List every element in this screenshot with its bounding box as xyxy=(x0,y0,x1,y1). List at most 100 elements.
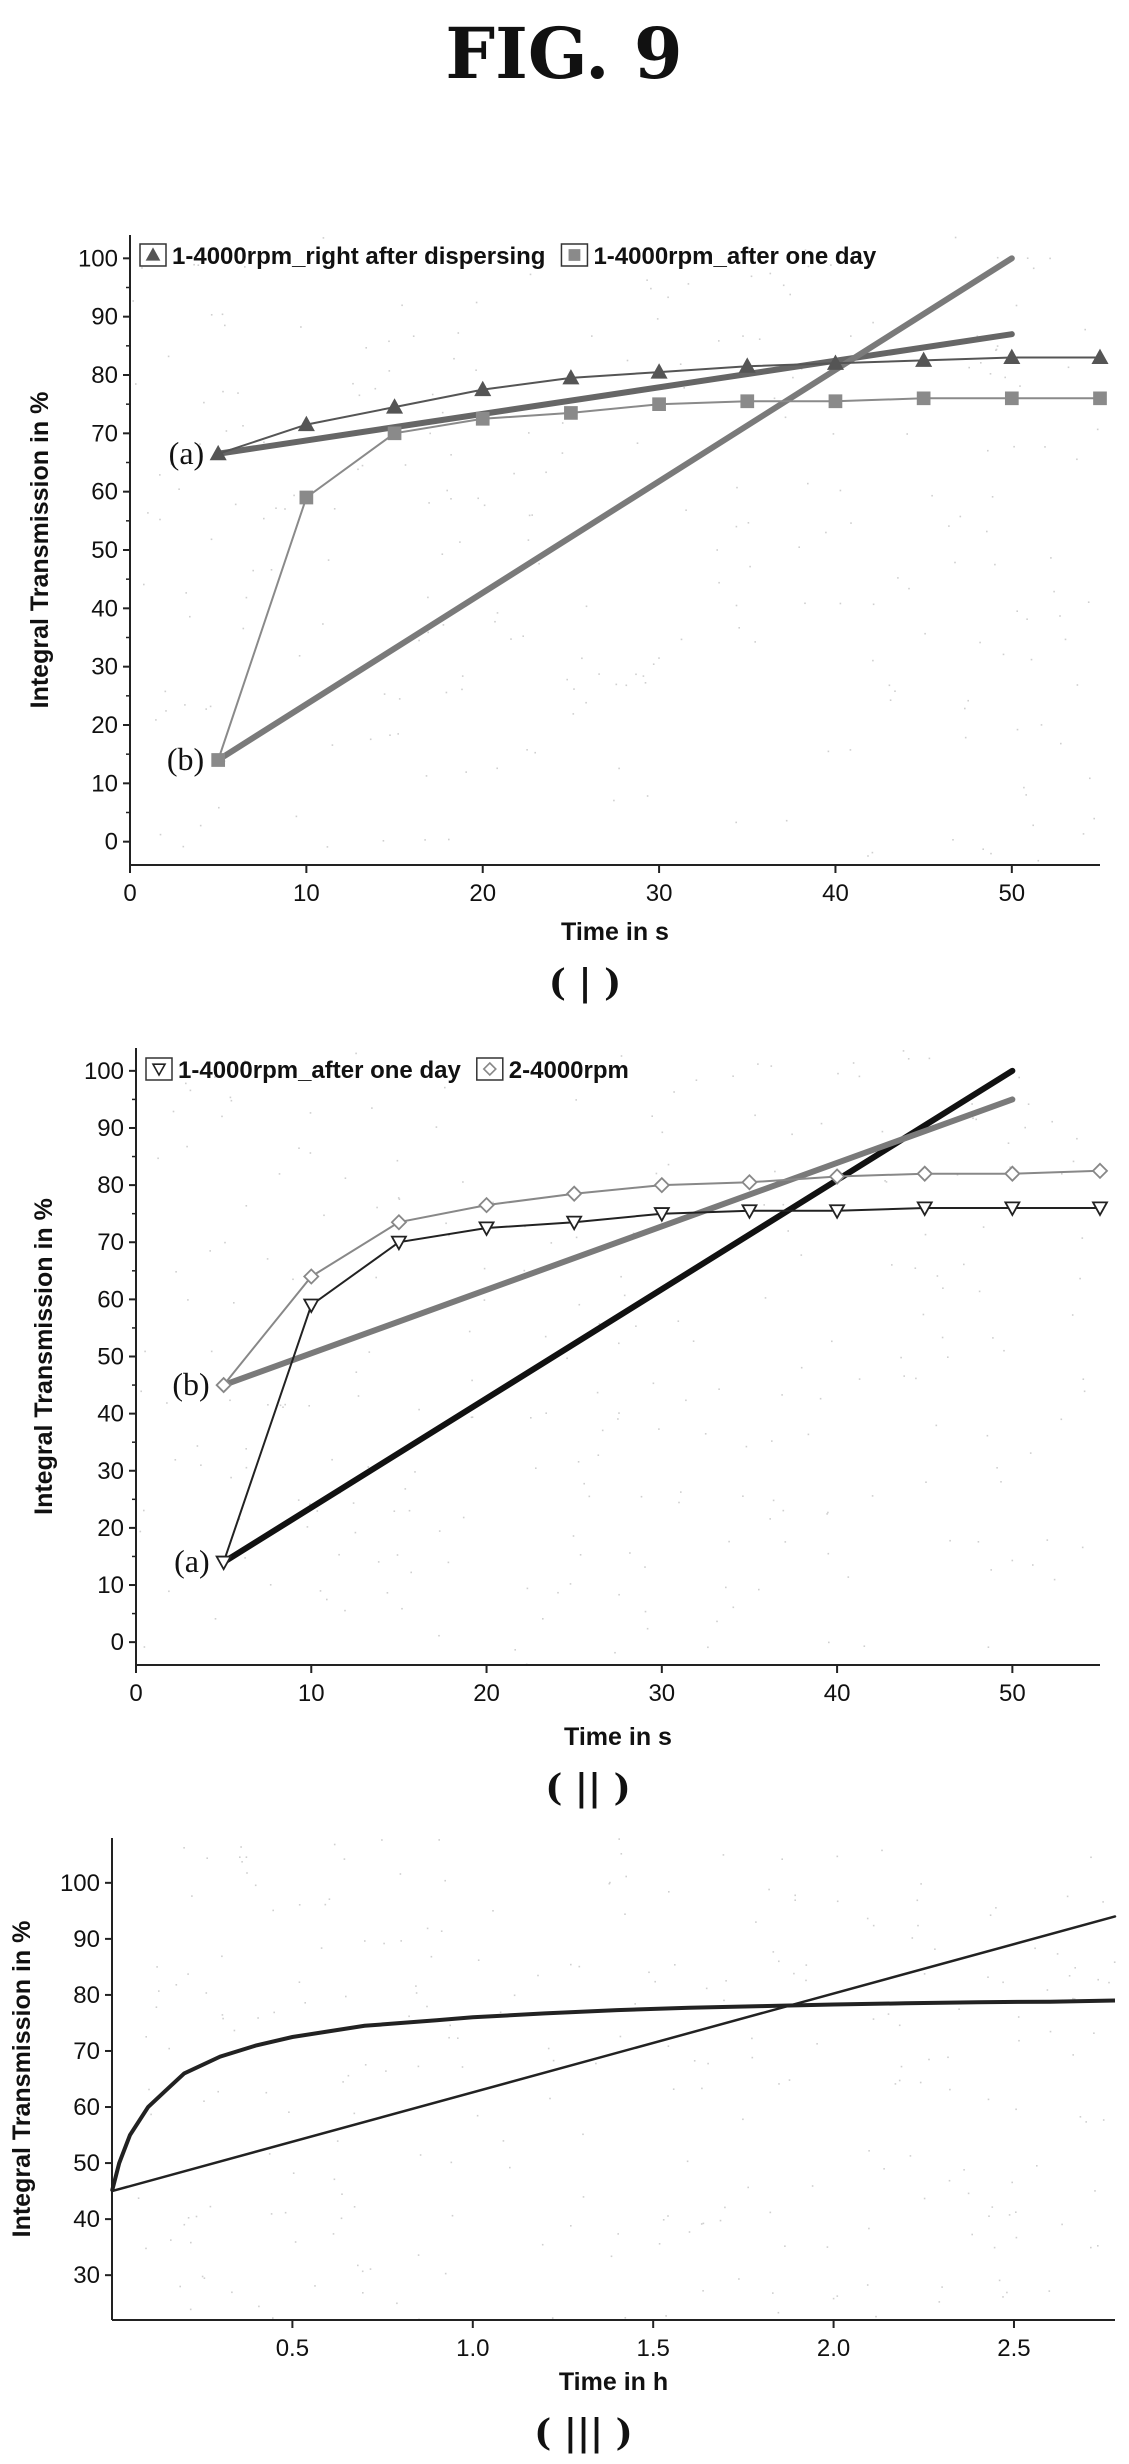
background-speckle xyxy=(648,1971,650,1974)
x-tick-label: 0 xyxy=(123,880,136,907)
data-point xyxy=(390,1213,408,1231)
background-speckle xyxy=(245,1205,248,1207)
y-tick-label: 50 xyxy=(91,537,118,564)
background-speckle xyxy=(159,474,161,476)
background-speckle xyxy=(502,2140,505,2142)
background-speckle xyxy=(764,1297,767,1299)
background-speckle xyxy=(205,1992,208,1994)
background-speckle xyxy=(427,631,429,634)
background-speckle xyxy=(159,833,162,836)
background-speckle xyxy=(839,602,842,605)
background-speckle xyxy=(396,1554,399,1556)
background-speckle xyxy=(412,335,415,337)
x-tick-label: 10 xyxy=(293,880,320,907)
background-speckle xyxy=(541,2243,544,2246)
data-point xyxy=(474,380,492,397)
background-speckle xyxy=(887,2013,890,2015)
background-speckle xyxy=(367,1466,370,1468)
data-point xyxy=(741,1173,758,1191)
background-speckle xyxy=(601,1429,604,1432)
background-speckle xyxy=(183,1847,185,1849)
background-speckle xyxy=(322,623,324,625)
background-speckle xyxy=(292,1278,294,1281)
background-speckle xyxy=(991,496,994,498)
background-speckle xyxy=(341,2193,343,2195)
background-speckle xyxy=(273,2011,275,2014)
background-speckle xyxy=(800,1366,803,1369)
background-speckle xyxy=(357,2264,359,2267)
background-speckle xyxy=(1018,2039,1020,2042)
background-speckle xyxy=(178,488,180,490)
background-speckle xyxy=(758,1588,760,1591)
background-speckle xyxy=(496,612,499,614)
background-speckle xyxy=(995,348,998,351)
background-speckle xyxy=(494,620,496,623)
background-speckle xyxy=(827,1552,830,1555)
y-tick-label: 80 xyxy=(97,1172,124,1199)
data-point xyxy=(387,426,402,441)
series-line-2 xyxy=(222,1169,1101,1386)
background-speckle xyxy=(922,1313,925,1316)
background-speckle xyxy=(1034,1947,1036,1950)
background-speckle xyxy=(397,733,399,735)
background-speckle xyxy=(718,340,720,342)
background-speckle xyxy=(738,627,740,629)
background-speckle xyxy=(754,641,756,643)
background-speckle xyxy=(275,507,277,509)
background-speckle xyxy=(297,1499,300,1501)
background-speckle xyxy=(662,2219,665,2221)
background-speckle xyxy=(826,1513,828,1515)
background-speckle xyxy=(523,1269,526,1272)
background-speckle xyxy=(206,1857,208,1859)
background-speckle xyxy=(225,430,228,432)
background-speckle xyxy=(995,1907,997,1909)
background-speckle xyxy=(1011,1559,1014,1562)
legend: 1-4000rpm_after one day 2-4000rpm xyxy=(145,1057,629,1084)
background-speckle xyxy=(1013,445,1015,448)
background-speckle xyxy=(1068,1975,1071,1977)
background-speckle xyxy=(1015,304,1018,307)
background-speckle xyxy=(610,2255,613,2258)
background-speckle xyxy=(1037,859,1040,862)
background-speckle xyxy=(492,1201,494,1204)
data-point xyxy=(738,357,756,373)
background-speckle xyxy=(646,279,648,281)
background-speckle xyxy=(361,464,364,467)
background-speckle xyxy=(425,775,428,777)
background-speckle xyxy=(788,2079,791,2081)
background-speckle xyxy=(542,1618,544,1620)
background-speckle xyxy=(971,2233,973,2236)
series-line-1 xyxy=(222,1207,1100,1563)
background-speckle xyxy=(742,2118,744,2121)
background-speckle xyxy=(187,1299,189,1301)
background-speckle xyxy=(620,1275,622,1278)
background-speckle xyxy=(947,1356,949,1358)
background-speckle xyxy=(1002,653,1005,656)
background-speckle xyxy=(1051,1120,1053,1123)
background-speckle xyxy=(242,425,244,427)
background-speckle xyxy=(989,373,992,375)
background-speckle xyxy=(617,2233,619,2235)
background-speckle xyxy=(850,522,852,524)
data-point xyxy=(478,1196,495,1214)
background-speckle xyxy=(147,512,149,514)
background-speckle xyxy=(193,263,195,266)
background-speckle xyxy=(187,2217,190,2219)
background-speckle xyxy=(991,2206,994,2208)
background-speckle xyxy=(314,2285,316,2287)
background-speckle xyxy=(374,387,377,390)
background-speckle xyxy=(531,514,533,516)
background-speckle xyxy=(267,1404,269,1406)
background-speckle xyxy=(368,1351,371,1353)
background-speckle xyxy=(1018,1076,1020,1079)
background-speckle xyxy=(144,1350,146,1353)
background-speckle xyxy=(298,1981,301,1983)
background-speckle xyxy=(1024,1126,1026,1129)
background-speckle xyxy=(462,1181,464,1183)
background-speckle xyxy=(477,1959,480,1961)
background-speckle xyxy=(203,401,205,404)
reference-line-2 xyxy=(220,1096,1016,1389)
background-speckle xyxy=(418,639,420,642)
background-speckle xyxy=(1082,1378,1085,1380)
background-speckle xyxy=(718,581,720,584)
